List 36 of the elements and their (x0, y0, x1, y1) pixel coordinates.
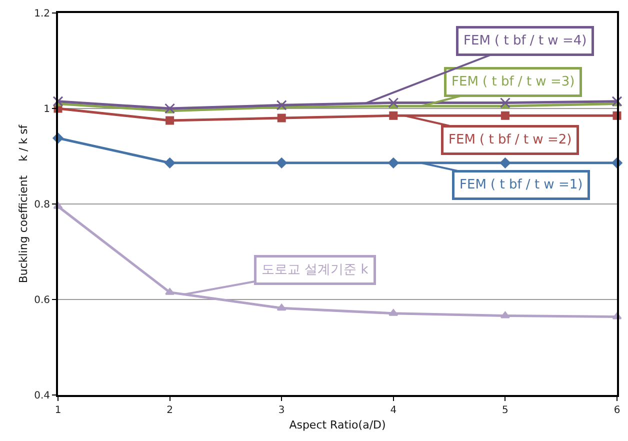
point (277, 114, 286, 122)
text: 도로교 설계기준 k (262, 262, 369, 278)
point (276, 304, 286, 311)
x-tick-label: 3 (278, 405, 285, 416)
point (388, 98, 399, 108)
y-axis-title: Buckling coefficient k / k sf (17, 124, 30, 284)
y-tick-label: 0.4 (34, 390, 50, 402)
text: FEM ( t bf / t w =4) (464, 34, 587, 48)
x-tick-label: 5 (502, 405, 508, 416)
series-label: FEM ( t bf / t w =2) (448, 132, 572, 148)
point (166, 116, 174, 125)
point (164, 103, 176, 114)
x-tick-label: 2 (166, 405, 173, 416)
series-label: FEM ( t bf / t w =1) (460, 178, 583, 192)
point (612, 96, 622, 107)
point (500, 158, 510, 168)
series-label: FEM ( t bf / t w =3) (452, 74, 575, 90)
point (500, 311, 510, 318)
point (388, 309, 398, 316)
y-tick-label: 1 (44, 104, 50, 115)
x-tick-label: 6 (614, 405, 620, 416)
point (164, 158, 176, 168)
x-tick-label: 1 (54, 405, 62, 416)
y-tick-label: 0.8 (34, 200, 50, 210)
y-tick-label: 1.2 (34, 8, 50, 20)
point (389, 111, 398, 120)
x-tick-label: 4 (390, 405, 397, 416)
point (276, 100, 287, 110)
point (165, 288, 175, 295)
point (388, 158, 399, 168)
point (52, 96, 64, 107)
y-tick-label: 0.6 (34, 295, 50, 306)
point (276, 158, 287, 168)
point (500, 98, 510, 108)
point (500, 111, 510, 120)
x-axis-title: Aspect Ratio(a/D) (289, 418, 386, 432)
